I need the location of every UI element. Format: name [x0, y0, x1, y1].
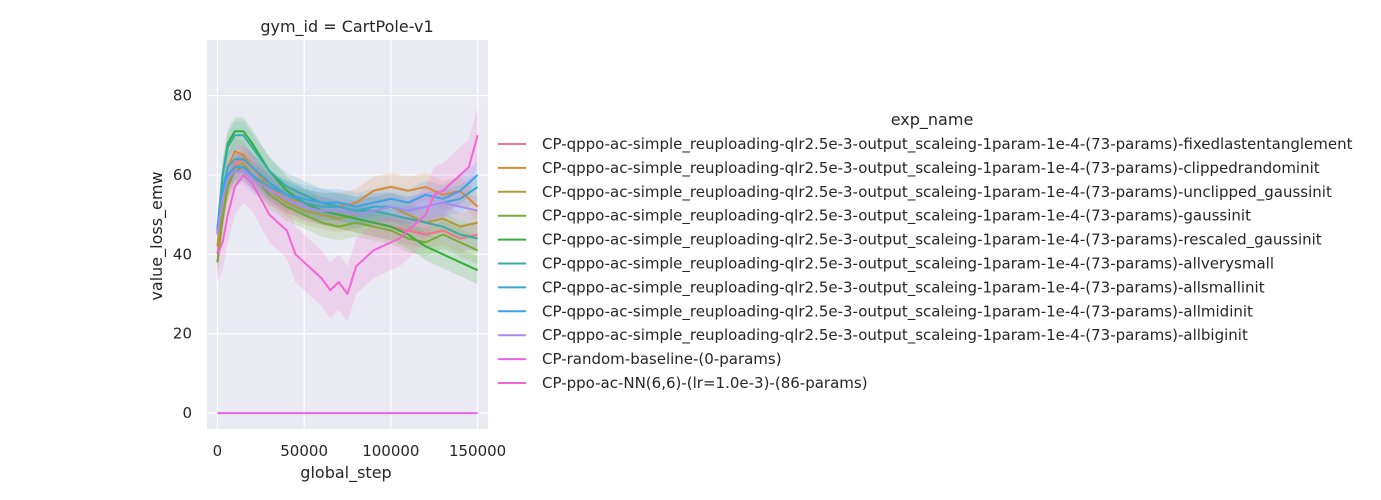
legend: CP-qppo-ac-simple_reuploading-qlr2.5e-3-…	[498, 135, 1353, 392]
legend-label-5: CP-qppo-ac-simple_reuploading-qlr2.5e-3-…	[542, 255, 1274, 274]
x-tick-label: 150000	[449, 442, 506, 460]
y-tick-label: 80	[173, 87, 192, 105]
legend-label-3: CP-qppo-ac-simple_reuploading-qlr2.5e-3-…	[542, 207, 1251, 226]
legend-label-1: CP-qppo-ac-simple_reuploading-qlr2.5e-3-…	[542, 159, 1320, 178]
legend-label-9: CP-random-baseline-(0-params)	[542, 350, 782, 368]
series-band-8	[217, 157, 478, 249]
legend-label-8: CP-qppo-ac-simple_reuploading-qlr2.5e-3-…	[542, 326, 1248, 345]
x-tick-label: 100000	[362, 442, 419, 460]
y-axis-title: value_loss_emw	[147, 171, 167, 300]
series-band-4	[217, 117, 478, 285]
legend-label-6: CP-qppo-ac-simple_reuploading-qlr2.5e-3-…	[542, 278, 1265, 297]
legend-label-10: CP-ppo-ac-NN(6,6)-(lr=1.0e-3)-(86-params…	[542, 374, 868, 392]
series-line-10	[216, 135, 479, 295]
y-tick-label: 40	[173, 245, 192, 263]
x-tick-label: 50000	[280, 442, 328, 460]
y-axis: 0 20 40 60 80	[173, 87, 192, 423]
legend-title: exp_name	[891, 110, 974, 130]
x-axis: 0 50000 100000 150000	[213, 442, 507, 460]
x-axis-title: global_step	[300, 463, 391, 483]
legend-label-2: CP-qppo-ac-simple_reuploading-qlr2.5e-3-…	[542, 183, 1332, 202]
y-tick-label: 0	[182, 404, 192, 422]
y-tick-label: 20	[173, 325, 192, 343]
legend-label-0: CP-qppo-ac-simple_reuploading-qlr2.5e-3-…	[542, 135, 1353, 154]
legend-label-7: CP-qppo-ac-simple_reuploading-qlr2.5e-3-…	[542, 302, 1253, 321]
series-line-7	[216, 166, 479, 227]
chart-title: gym_id = CartPole-v1	[260, 17, 433, 37]
y-tick-label: 60	[173, 166, 192, 184]
x-tick-label: 0	[213, 442, 223, 460]
series-band-3	[217, 153, 478, 277]
series-band-7	[217, 153, 478, 241]
series-lines	[216, 130, 479, 415]
series-band-1	[217, 137, 478, 261]
legend-label-4: CP-qppo-ac-simple_reuploading-qlr2.5e-3-…	[542, 231, 1322, 250]
series-line-8	[216, 170, 478, 235]
